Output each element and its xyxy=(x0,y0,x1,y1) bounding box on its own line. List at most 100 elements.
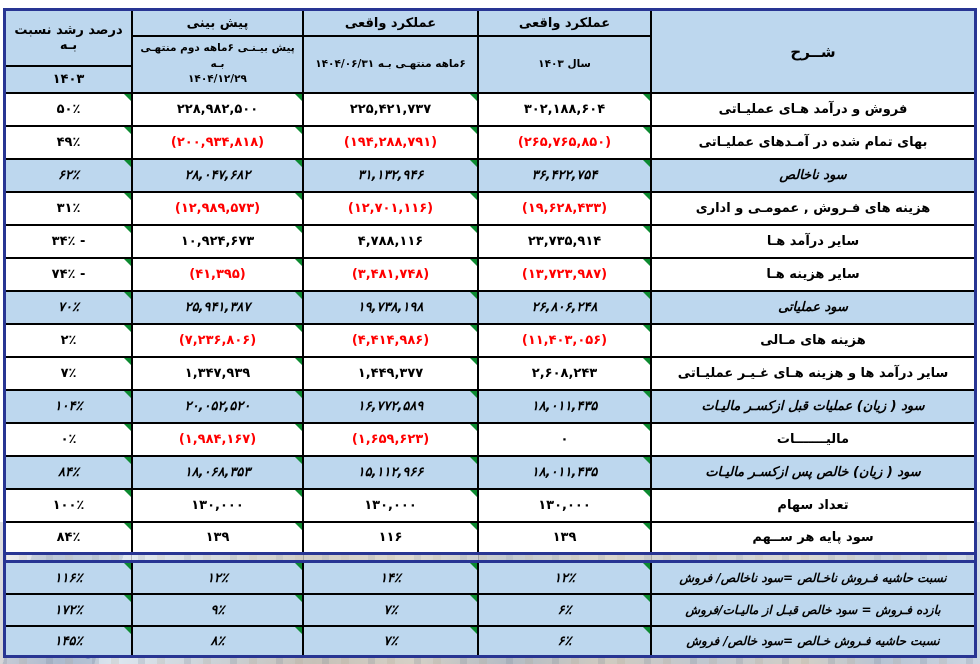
growth-percent-cell[interactable]: ۸۴٪ xyxy=(6,457,131,488)
cell-value: ۱۳۹ xyxy=(552,530,577,545)
forecast-cell[interactable]: ۱۰,۹۲۴,۶۷۳ xyxy=(131,226,302,257)
actual-6m-cell[interactable]: (۳,۴۸۱,۷۴۸) xyxy=(302,259,477,290)
row-label-cell[interactable]: تعداد سهام xyxy=(650,490,974,521)
forecast-cell[interactable]: ۱,۳۴۷,۹۳۹ xyxy=(131,358,302,389)
forecast-cell[interactable]: ۱۲٪ xyxy=(131,563,302,593)
header-actual-year-subtitle[interactable]: سال ۱۴۰۳ xyxy=(479,37,650,92)
growth-percent-cell[interactable]: ۸۴٪ xyxy=(6,523,131,552)
growth-percent-cell[interactable]: ۷٪ xyxy=(6,358,131,389)
actual-year-cell[interactable]: ۱۳۹ xyxy=(477,523,650,552)
actual-year-cell[interactable]: (۱۳,۷۲۳,۹۸۷) xyxy=(477,259,650,290)
forecast-cell[interactable]: ۲۰,۰۵۲,۵۲۰ xyxy=(131,391,302,422)
growth-percent-cell[interactable]: ۱۴۵٪ xyxy=(6,627,131,655)
row-label-cell[interactable]: سایر درآمد ها و هزینه هـای غـیـر عملیـات… xyxy=(650,358,974,389)
actual-year-cell[interactable]: ۶٪ xyxy=(477,595,650,625)
forecast-cell[interactable]: ۱۸,۰۶۸,۳۵۳ xyxy=(131,457,302,488)
forecast-cell[interactable]: ۲۲۸,۹۸۲,۵۰۰ xyxy=(131,94,302,125)
header-actual-6m-title[interactable]: عملکرد واقعی xyxy=(304,11,477,37)
actual-6m-cell[interactable]: ۱۴٪ xyxy=(302,563,477,593)
header-growth-year[interactable]: ۱۴۰۳ xyxy=(6,67,131,92)
actual-year-cell[interactable]: ۳۶,۴۲۲,۷۵۴ xyxy=(477,160,650,191)
actual-6m-cell[interactable]: (۱۹۴,۲۸۸,۷۹۱) xyxy=(302,127,477,158)
forecast-cell[interactable]: ۹٪ xyxy=(131,595,302,625)
header-actual-6m-subtitle[interactable]: ۶ماهه منتهـی بـه ۱۴۰۴/۰۶/۳۱ xyxy=(304,37,477,92)
cell-value: (۱۹,۶۲۸,۴۳۳) xyxy=(521,201,608,216)
row-label-cell[interactable]: نسبت حاشیه فـروش خـالص =سود خالص/ فروش xyxy=(650,627,974,655)
actual-6m-cell[interactable]: ۱۶,۷۷۲,۵۸۹ xyxy=(302,391,477,422)
row-label-cell[interactable]: سود ( زیان) عملیات قبل ازکسـر مالیـات xyxy=(650,391,974,422)
forecast-cell[interactable]: (۲۰۰,۹۳۴,۸۱۸) xyxy=(131,127,302,158)
forecast-cell[interactable]: (۴۱,۳۹۵) xyxy=(131,259,302,290)
header-growth-title[interactable]: درصد رشد نسبت بـه xyxy=(6,11,131,67)
forecast-cell[interactable]: ۸٪ xyxy=(131,627,302,655)
header-forecast-subtitle[interactable]: پیش بیـنـی ۶ماهه دوم منتهـی بـه ۱۴۰۴/۱۲/۲… xyxy=(133,37,302,92)
actual-year-cell[interactable]: ۱۸,۰۱۱,۴۳۵ xyxy=(477,391,650,422)
row-label-cell[interactable]: سایر هزینه هـا xyxy=(650,259,974,290)
growth-percent-cell[interactable]: ۷۰٪ xyxy=(6,292,131,323)
growth-percent-cell[interactable]: ۴۹٪ xyxy=(6,127,131,158)
actual-year-cell[interactable]: ۲۶,۸۰۶,۲۴۸ xyxy=(477,292,650,323)
actual-6m-cell[interactable]: ۱,۴۴۹,۳۷۷ xyxy=(302,358,477,389)
growth-percent-cell[interactable]: ۱۰۰٪ xyxy=(6,490,131,521)
forecast-cell[interactable]: ۲۸,۰۴۷,۶۸۲ xyxy=(131,160,302,191)
header-actual-year-title[interactable]: عملکرد واقعی xyxy=(479,11,650,37)
actual-year-cell[interactable]: ۳۰۲,۱۸۸,۶۰۴ xyxy=(477,94,650,125)
cell-value: (۱,۶۵۹,۶۲۳) xyxy=(351,432,430,447)
table-row: تعداد سهام ۱۳۰,۰۰۰ ۱۳۰,۰۰۰ ۱۳۰,۰۰۰ ۱۰۰٪ xyxy=(6,490,974,523)
actual-6m-cell[interactable]: ۱۱۶ xyxy=(302,523,477,552)
row-label-cell[interactable]: مالیـــــــات xyxy=(650,424,974,455)
row-label-cell[interactable]: بهای تمام شده در آمـدهای عملیـاتی xyxy=(650,127,974,158)
actual-year-cell[interactable]: ۱۳۰,۰۰۰ xyxy=(477,490,650,521)
growth-percent-cell[interactable]: ۵۰٪ xyxy=(6,94,131,125)
growth-percent-cell[interactable]: ۶۲٪ xyxy=(6,160,131,191)
forecast-cell[interactable]: (۱,۹۸۴,۱۶۷) xyxy=(131,424,302,455)
row-label-cell[interactable]: هزینه های مـالی xyxy=(650,325,974,356)
actual-6m-cell[interactable]: (۱,۶۵۹,۶۲۳) xyxy=(302,424,477,455)
forecast-cell[interactable]: ۱۳۹ xyxy=(131,523,302,552)
row-label-cell[interactable]: سایر درآمد هـا xyxy=(650,226,974,257)
growth-percent-cell[interactable]: ۰٪ xyxy=(6,424,131,455)
row-label-cell[interactable]: سود عملیاتی xyxy=(650,292,974,323)
actual-year-cell[interactable]: (۲۶۵,۷۶۵,۸۵۰) xyxy=(477,127,650,158)
actual-6m-cell[interactable]: ۱۹,۷۳۸,۱۹۸ xyxy=(302,292,477,323)
actual-6m-cell[interactable]: ۳۱,۱۳۲,۹۴۶ xyxy=(302,160,477,191)
header-description[interactable]: شــرح xyxy=(650,11,974,92)
actual-year-cell[interactable]: ۲,۶۰۸,۲۴۳ xyxy=(477,358,650,389)
growth-percent-cell[interactable]: ۱۰۴٪ xyxy=(6,391,131,422)
actual-year-cell[interactable]: (۱۱,۴۰۳,۰۵۶) xyxy=(477,325,650,356)
header-forecast-title[interactable]: پیش بینی xyxy=(133,11,302,37)
forecast-cell[interactable]: ۱۳۰,۰۰۰ xyxy=(131,490,302,521)
forecast-cell[interactable]: ۲۵,۹۴۱,۳۸۷ xyxy=(131,292,302,323)
excel-flag-icon xyxy=(295,94,302,101)
actual-6m-cell[interactable]: ۲۲۵,۴۲۱,۷۳۷ xyxy=(302,94,477,125)
growth-percent-cell[interactable]: ۲٪ xyxy=(6,325,131,356)
actual-6m-cell[interactable]: ۷٪ xyxy=(302,595,477,625)
header-actual-year: عملکرد واقعی سال ۱۴۰۳ xyxy=(477,11,650,92)
row-label-cell[interactable]: بازده فـروش = سود خالص قبـل از مالیـات/ف… xyxy=(650,595,974,625)
actual-year-cell[interactable]: ۰ xyxy=(477,424,650,455)
row-label-cell[interactable]: سود ( زیان) خالص پس ازکسـر مالیـات xyxy=(650,457,974,488)
row-label-cell[interactable]: سود ناخالص xyxy=(650,160,974,191)
growth-percent-cell[interactable]: ۳۴٪ - xyxy=(6,226,131,257)
actual-6m-cell[interactable]: ۱۵,۱۱۲,۹۶۶ xyxy=(302,457,477,488)
actual-6m-cell[interactable]: ۷٪ xyxy=(302,627,477,655)
forecast-cell[interactable]: (۷,۲۳۶,۸۰۶) xyxy=(131,325,302,356)
actual-year-cell[interactable]: (۱۹,۶۲۸,۴۳۳) xyxy=(477,193,650,224)
forecast-cell[interactable]: (۱۲,۹۸۹,۵۷۳) xyxy=(131,193,302,224)
actual-6m-cell[interactable]: ۴,۷۸۸,۱۱۶ xyxy=(302,226,477,257)
actual-year-cell[interactable]: ۶٪ xyxy=(477,627,650,655)
growth-percent-cell[interactable]: ۷۴٪ - xyxy=(6,259,131,290)
row-label-cell[interactable]: نسبت حاشیه فـروش ناخـالص =سود ناخالص/ فر… xyxy=(650,563,974,593)
row-label-cell[interactable]: هزینه های فـروش , عمومـی و اداری xyxy=(650,193,974,224)
growth-percent-cell[interactable]: ۳۱٪ xyxy=(6,193,131,224)
row-label-cell[interactable]: سود پایه هر ســهم xyxy=(650,523,974,552)
actual-year-cell[interactable]: ۱۲٪ xyxy=(477,563,650,593)
actual-6m-cell[interactable]: (۱۲,۷۰۱,۱۱۶) xyxy=(302,193,477,224)
row-label-cell[interactable]: فروش و درآمد هـای عملیـاتی xyxy=(650,94,974,125)
growth-percent-cell[interactable]: ۱۷۲٪ xyxy=(6,595,131,625)
actual-year-cell[interactable]: ۱۸,۰۱۱,۴۳۵ xyxy=(477,457,650,488)
growth-percent-cell[interactable]: ۱۱۶٪ xyxy=(6,563,131,593)
actual-year-cell[interactable]: ۲۳,۷۳۵,۹۱۴ xyxy=(477,226,650,257)
actual-6m-cell[interactable]: ۱۳۰,۰۰۰ xyxy=(302,490,477,521)
actual-6m-cell[interactable]: (۴,۴۱۴,۹۸۶) xyxy=(302,325,477,356)
